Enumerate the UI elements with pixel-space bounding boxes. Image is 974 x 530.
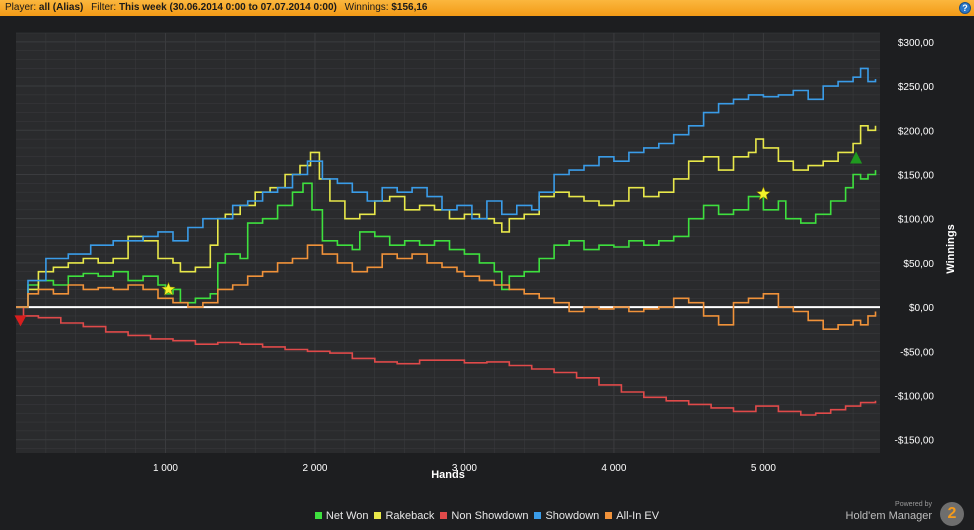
legend-item-rakeback[interactable]: Rakeback	[374, 510, 434, 522]
y-tick-label: $200,00	[898, 126, 935, 137]
player-value: all (Alias)	[38, 2, 84, 13]
x-tick-label: 4 000	[601, 463, 626, 474]
question-circle-icon: ?	[962, 3, 968, 13]
x-axis-title: Hands	[431, 469, 465, 481]
grid	[16, 32, 880, 453]
series-line-non-showdown	[16, 306, 877, 416]
help-button[interactable]: ?	[959, 2, 971, 14]
brand-name: Hold'em Manager	[845, 510, 932, 522]
y-tick-label: -$50,00	[900, 347, 934, 358]
winnings-label: Winnings:	[344, 2, 389, 13]
x-axis-ticks: 1 000 2 000 3 000 4 000 5 000	[153, 463, 776, 474]
y-tick-label: $300,00	[898, 38, 935, 49]
holdem-manager-logo-icon: 2	[940, 502, 964, 526]
star-marker	[756, 186, 771, 201]
x-tick-label: 1 000	[153, 463, 178, 474]
brand-area: Powered by Hold'em Manager 2	[834, 500, 964, 528]
legend-swatch	[314, 512, 322, 519]
x-tick-label: 5 000	[751, 463, 776, 474]
legend-label: Rakeback	[385, 510, 435, 522]
y-tick-label: $100,00	[898, 215, 935, 226]
low-triangle-marker	[14, 315, 27, 327]
legend-label: Non Showdown	[451, 510, 529, 522]
legend-swatch	[605, 512, 613, 519]
series-line-rakeback	[16, 125, 877, 308]
legend-item-net-won[interactable]: Net Won	[314, 510, 369, 522]
legend-item-showdown[interactable]: Showdown	[534, 510, 599, 522]
player-label: Player:	[5, 2, 37, 13]
legend-label: All-In EV	[616, 510, 660, 522]
legend-item-all-in-ev[interactable]: All-In EV	[605, 510, 659, 522]
y-axis-title: Winnings	[945, 224, 957, 273]
legend-item-non-showdown[interactable]: Non Showdown	[440, 510, 528, 522]
y-tick-label: $50,00	[903, 259, 934, 270]
winnings-chart: 1 000 2 000 3 000 4 000 5 000 $300,00 $250,00…	[14, 32, 957, 481]
series-line-showdown	[16, 67, 877, 308]
header-bar: Player: all (Alias) Filter: This week (3…	[0, 0, 974, 16]
peak-triangle-marker	[850, 151, 863, 164]
x-tick-label: 3 000	[452, 463, 477, 474]
legend-swatch	[534, 512, 542, 519]
y-tick-label: $150,00	[898, 170, 935, 181]
plot-background	[16, 33, 880, 453]
y-axis-ticks: $300,00 $250,00 $200,00 $150,00 $100,00 $50,0…	[895, 38, 935, 447]
filter-label: Filter:	[91, 2, 117, 13]
legend-label: Net Won	[325, 510, 369, 522]
event-markers	[14, 151, 863, 327]
x-tick-label: 2 000	[302, 463, 327, 474]
series-line-all-in-ev	[16, 244, 877, 330]
y-tick-label: $0,00	[909, 303, 934, 314]
legend-swatch	[440, 512, 448, 519]
powered-by-text: Powered by	[895, 501, 932, 508]
legend-label: Showdown	[545, 510, 600, 522]
legend: Net Won Rakeback Non Showdown Showdown All-I…	[0, 510, 974, 524]
y-tick-label: $250,00	[898, 82, 935, 93]
y-tick-label: -$100,00	[895, 392, 935, 403]
legend-swatch	[374, 512, 382, 519]
star-marker	[161, 281, 176, 296]
filter-value: This week (30.06.2014 0:00 to 07.07.2014…	[118, 2, 337, 13]
y-tick-label: -$150,00	[895, 436, 935, 447]
winnings-value: $156,16	[391, 2, 428, 13]
